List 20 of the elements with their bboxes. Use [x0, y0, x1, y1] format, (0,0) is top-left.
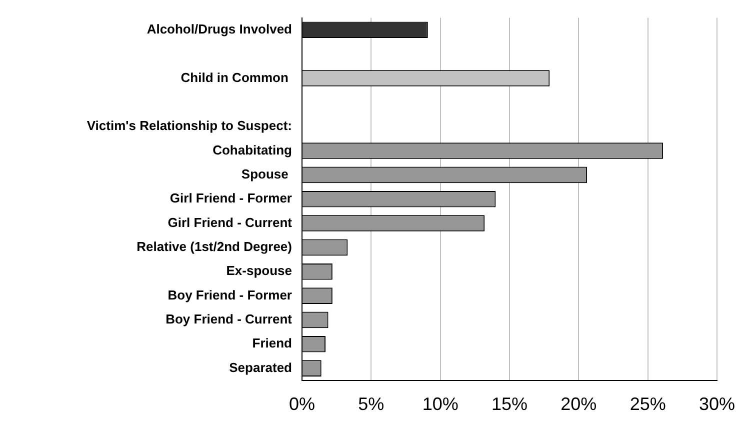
x-tick-label: 15%	[491, 394, 528, 414]
x-tick-label: 30%	[698, 394, 736, 414]
y-tick-label: Friend	[252, 336, 292, 351]
x-tick-label: 0%	[288, 394, 316, 414]
x-tick-label: 5%	[358, 394, 384, 414]
y-tick-label: Alcohol/Drugs Involved	[146, 21, 292, 36]
y-tick-label: Separated	[229, 360, 292, 375]
x-tick-label: 20%	[560, 394, 597, 414]
y-tick-label: Girl Friend - Current	[168, 214, 293, 230]
y-tick-label: Boy Friend - Current	[166, 312, 293, 327]
y-tick-label: Boy Friend - Former	[168, 287, 292, 302]
x-tick-label: 25%	[630, 394, 666, 414]
y-tick-label: Spouse	[241, 166, 292, 182]
y-tick-label: Ex-spouse	[226, 263, 292, 278]
y-tick-label: Child in Common	[180, 70, 292, 85]
y-tick-label: Girl Friend - Former	[170, 190, 292, 206]
y-tick-label: Cohabitating	[212, 142, 292, 158]
y-tick-label: Relative (1st/2nd Degree)	[136, 239, 292, 254]
text: Victim's Relationship to Suspect:	[86, 118, 292, 134]
x-tick-label: 10%	[422, 394, 458, 414]
